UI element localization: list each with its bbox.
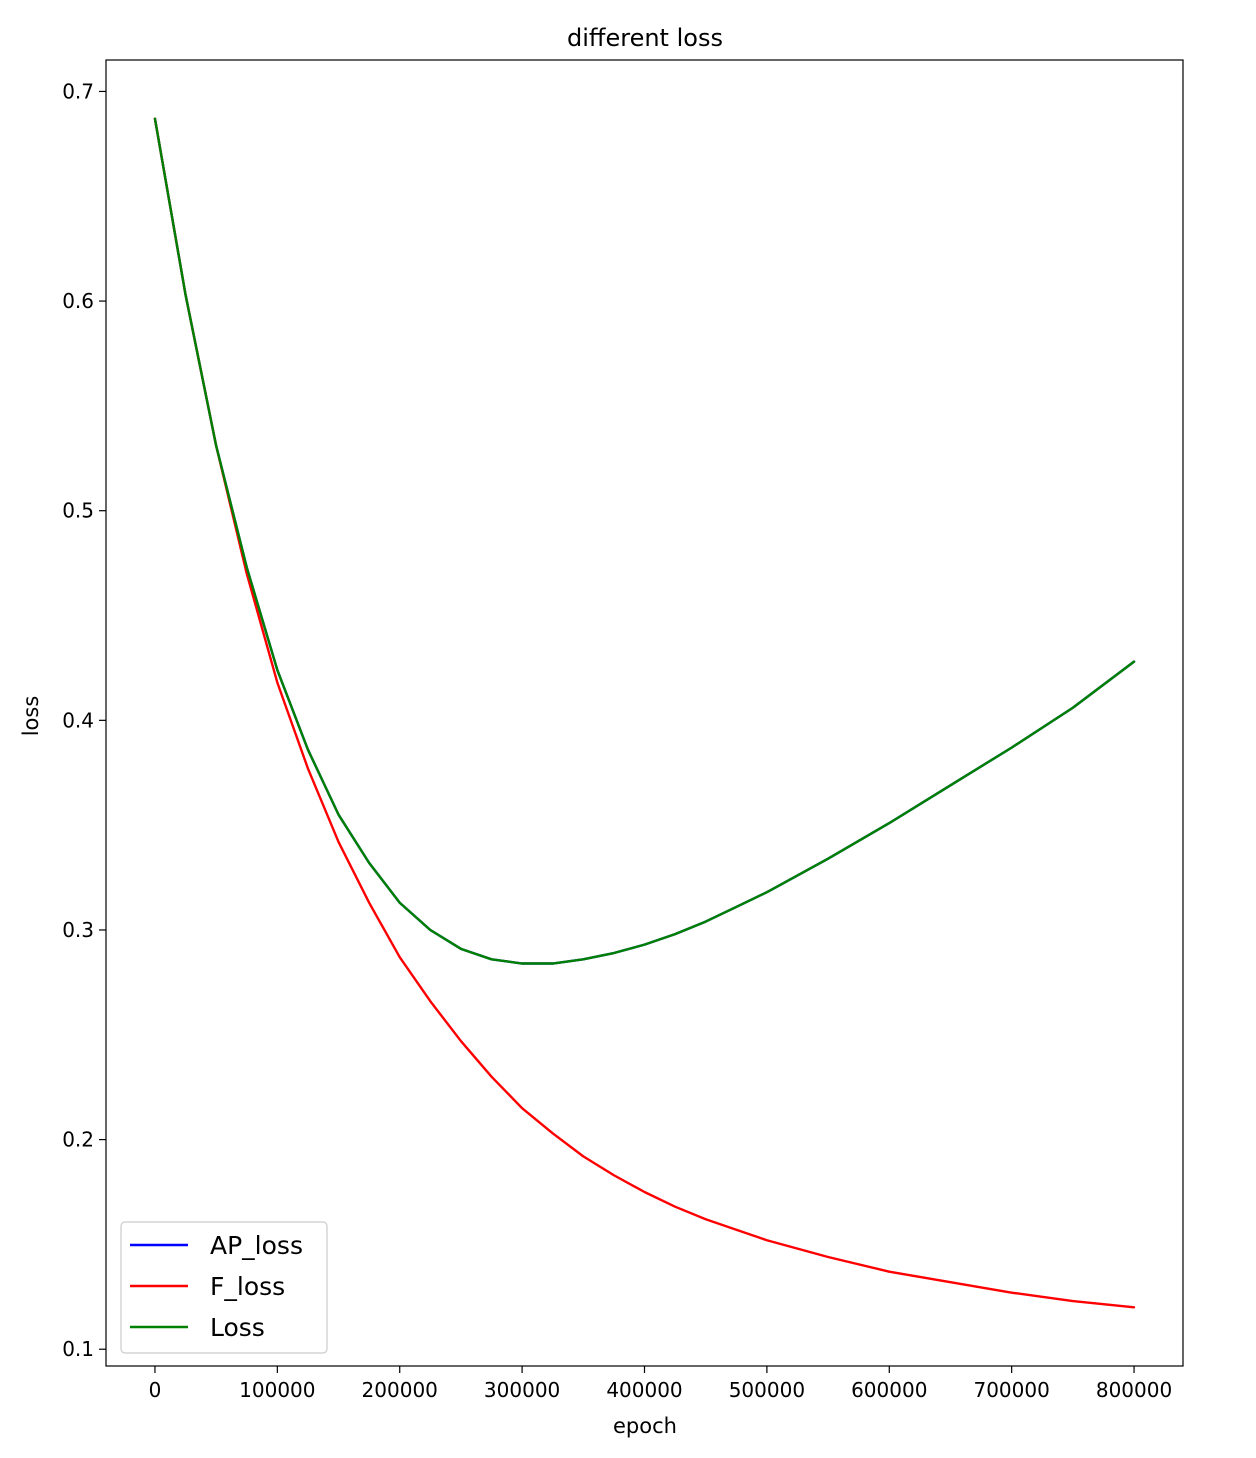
x-tick-label: 300000 (484, 1378, 560, 1402)
x-tick-label: 500000 (729, 1378, 805, 1402)
series-line-ap-loss (153, 117, 1136, 965)
plot-frame (105, 59, 1184, 1367)
legend-label: F_loss (210, 1272, 285, 1301)
y-tick-label: 0.4 (62, 708, 94, 732)
x-axis-label: epoch (613, 1414, 677, 1438)
y-tick-label: 0.5 (62, 499, 94, 523)
x-axis: 0 100000 200000 300000 400000 500000 600000 700… (149, 1366, 1172, 1402)
legend-label: AP_loss (210, 1231, 303, 1260)
y-axis: 0.1 0.2 0.3 0.4 0.5 0.6 0.7 (62, 79, 106, 1361)
series-line-f-loss (153, 117, 1136, 1309)
x-tick-label: 700000 (973, 1378, 1049, 1402)
x-tick-label: 200000 (362, 1378, 438, 1402)
legend-box (120, 1221, 328, 1354)
y-axis-label: loss (19, 696, 43, 737)
y-tick-label: 0.1 (62, 1337, 94, 1361)
x-tick-label: 600000 (851, 1378, 927, 1402)
y-tick-label: 0.6 (62, 289, 94, 313)
legend-label: Loss (210, 1313, 265, 1342)
chart-title: different loss (567, 24, 723, 52)
y-tick-label: 0.2 (62, 1128, 94, 1152)
x-tick-label: 0 (149, 1378, 162, 1402)
x-tick-label: 400000 (606, 1378, 682, 1402)
x-tick-label: 100000 (239, 1378, 315, 1402)
series-line-loss (153, 117, 1136, 965)
x-tick-label: 800000 (1096, 1378, 1172, 1402)
series-lines (153, 117, 1136, 1309)
legend: AP_loss F_loss Loss (120, 1221, 328, 1354)
y-tick-label: 0.7 (62, 79, 94, 103)
y-tick-label: 0.3 (62, 918, 94, 942)
